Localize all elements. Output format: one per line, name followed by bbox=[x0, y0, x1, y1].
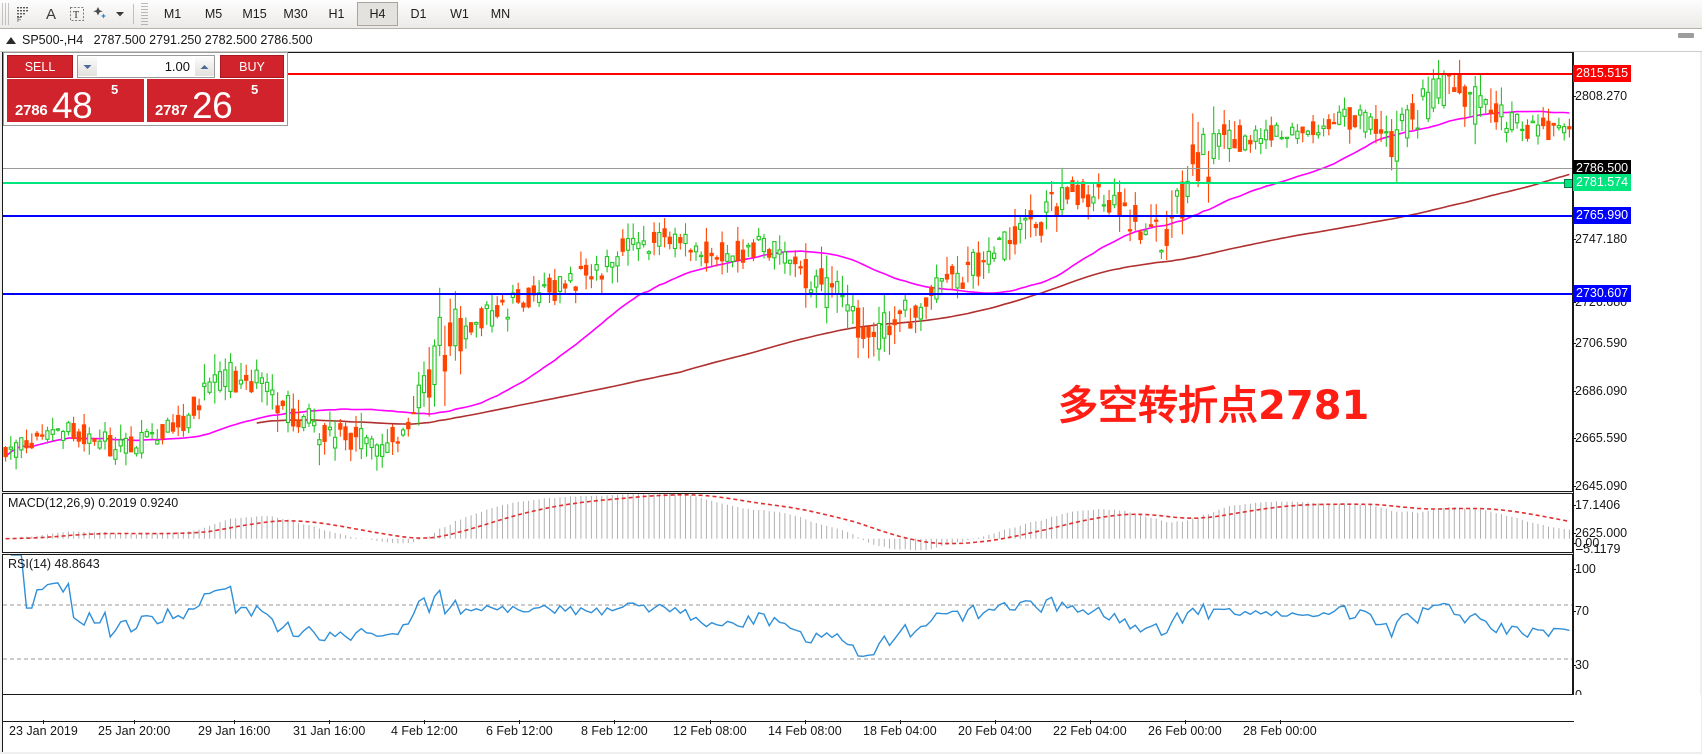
price-tick-7: 2625.000 bbox=[1571, 526, 1628, 540]
price-pane[interactable]: 多空转折点2781 bbox=[2, 52, 1573, 492]
time-label-2: 29 Jan 16:00 bbox=[198, 720, 271, 738]
timeframe-m1[interactable]: M1 bbox=[163, 7, 182, 21]
buy-button[interactable]: BUY bbox=[220, 55, 284, 78]
time-label-13: 28 Feb 00:00 bbox=[1243, 720, 1317, 738]
timeframe-h1[interactable]: H1 bbox=[328, 7, 345, 21]
volume-increase-icon[interactable] bbox=[195, 57, 214, 76]
rsi-tick-30: 30 bbox=[1572, 658, 1589, 672]
sell-price-integer: 2786 bbox=[15, 102, 48, 119]
chevron-down-icon[interactable] bbox=[112, 2, 128, 26]
text-label-icon[interactable]: T bbox=[64, 2, 90, 26]
trade-prices-row: 2786 48 5 2787 26 5 bbox=[7, 79, 284, 122]
time-label-10: 20 Feb 04:00 bbox=[958, 720, 1032, 738]
volume-input[interactable]: 1.00 bbox=[97, 57, 195, 76]
trade-panel-header: SELL 1.00 BUY bbox=[4, 53, 287, 78]
price-scale[interactable]: 2808.270 2747.180 2726.680 2706.590 2686… bbox=[1571, 52, 1700, 702]
sell-price-pips: 48 bbox=[52, 85, 93, 122]
time-label-1: 25 Jan 20:00 bbox=[98, 720, 171, 738]
level-tag-resistance-red: 2815.515 bbox=[1573, 65, 1632, 82]
timeframe-group-handle[interactable] bbox=[141, 3, 148, 25]
time-label-0: 23 Jan 2019 bbox=[9, 720, 78, 738]
level-line-current-price bbox=[3, 168, 1572, 169]
price-tick-3: 2706.590 bbox=[1571, 336, 1628, 350]
timeframe-m30[interactable]: M30 bbox=[283, 7, 308, 21]
level-line-resistance-red[interactable] bbox=[3, 73, 1572, 75]
sell-price-fraction: 5 bbox=[111, 82, 119, 97]
buy-price-integer: 2787 bbox=[155, 102, 188, 119]
symbol-info-bar: SP500-,H4 2787.500 2791.250 2782.500 278… bbox=[0, 29, 1702, 52]
timeframe-d1[interactable]: D1 bbox=[410, 7, 427, 21]
macd-label: MACD(12,26,9) 0.2019 0.9240 bbox=[8, 496, 179, 510]
collapse-triangle-icon[interactable] bbox=[6, 36, 16, 44]
level-line-support-blue-1[interactable] bbox=[3, 215, 1572, 217]
level-tag-pivot-green: 2781.574 bbox=[1573, 174, 1632, 191]
svg-text:F: F bbox=[17, 17, 21, 23]
time-label-3: 31 Jan 16:00 bbox=[293, 720, 366, 738]
volume-stepper[interactable]: 1.00 bbox=[77, 55, 215, 78]
macd-tick-bottom: -5.1179 bbox=[1575, 542, 1621, 556]
price-tick-5: 2665.590 bbox=[1571, 431, 1628, 445]
price-candles-svg bbox=[3, 59, 1572, 471]
rsi-svg bbox=[3, 555, 1572, 660]
price-tick-1: 2747.180 bbox=[1571, 232, 1628, 246]
macd-tick-zero: 0.00 bbox=[1571, 536, 1600, 550]
price-tick-0: 2808.270 bbox=[1571, 89, 1628, 103]
sell-price-box[interactable]: 2786 48 5 bbox=[7, 79, 144, 122]
volume-decrease-icon[interactable] bbox=[78, 57, 97, 76]
svg-text:T: T bbox=[73, 10, 79, 21]
rsi-tick-100: 100 bbox=[1572, 562, 1596, 576]
chart-area: 多空转折点2781 MACD(12,26,9) 0.2019 0.9240 RS… bbox=[2, 52, 1701, 752]
macd-pane[interactable]: MACD(12,26,9) 0.2019 0.9240 bbox=[2, 493, 1573, 553]
toolbar-drag-handle[interactable] bbox=[2, 3, 11, 25]
time-label-11: 22 Feb 04:00 bbox=[1053, 720, 1127, 738]
price-tick-4: 2686.090 bbox=[1571, 384, 1628, 398]
symbol-ohlc-text: SP500-,H4 2787.500 2791.250 2782.500 278… bbox=[22, 33, 313, 47]
time-axis-line bbox=[3, 721, 1574, 722]
one-click-trade-panel[interactable]: SELL 1.00 BUY 2786 48 5 2787 26 5 bbox=[3, 52, 288, 126]
buy-price-fraction: 5 bbox=[251, 82, 259, 97]
rsi-label: RSI(14) 48.8643 bbox=[8, 557, 100, 571]
time-label-7: 12 Feb 08:00 bbox=[673, 720, 747, 738]
timeframe-h4[interactable]: H4 bbox=[357, 2, 398, 26]
buy-price-box[interactable]: 2787 26 5 bbox=[147, 79, 284, 122]
timeframe-m5[interactable]: M5 bbox=[204, 7, 223, 21]
time-label-9: 18 Feb 04:00 bbox=[863, 720, 937, 738]
level-tag-support-blue-2: 2730.607 bbox=[1573, 285, 1632, 302]
toolbar-separator bbox=[133, 4, 134, 24]
rsi-pane-inner: RSI(14) 48.8643 bbox=[3, 555, 1572, 694]
rsi-pane[interactable]: RSI(14) 48.8643 bbox=[2, 554, 1573, 695]
chart-annotation-text: 多空转折点2781 bbox=[1058, 383, 1370, 429]
time-axis[interactable]: 23 Jan 2019 25 Jan 20:00 29 Jan 16:00 31… bbox=[2, 695, 1701, 752]
main-toolbar: F A T M1 M5 M15 M30 H1 H4 D1 bbox=[0, 0, 1702, 29]
level-anchor-handle[interactable] bbox=[1564, 179, 1572, 188]
timeframe-m15[interactable]: M15 bbox=[242, 7, 267, 21]
indicators-icon[interactable]: F bbox=[12, 2, 38, 26]
price-tick-6: 2645.090 bbox=[1571, 479, 1628, 493]
macd-pane-inner: MACD(12,26,9) 0.2019 0.9240 bbox=[3, 494, 1572, 552]
price-pane-inner: 多空转折点2781 bbox=[3, 53, 1572, 491]
objects-icon[interactable] bbox=[90, 2, 112, 26]
time-label-12: 26 Feb 00:00 bbox=[1148, 720, 1222, 738]
macd-svg bbox=[5, 494, 1570, 551]
level-tag-current-price: 2786.500 bbox=[1573, 160, 1632, 177]
timeframe-w1[interactable]: W1 bbox=[450, 7, 469, 21]
sell-button[interactable]: SELL bbox=[7, 55, 73, 78]
time-label-5: 6 Feb 12:00 bbox=[486, 720, 553, 738]
buy-price-pips: 26 bbox=[192, 85, 233, 122]
time-label-8: 14 Feb 08:00 bbox=[768, 720, 842, 738]
macd-tick-top: 17.1406 bbox=[1571, 498, 1621, 512]
price-scale-axis bbox=[1573, 52, 1574, 695]
rsi-tick-70: 70 bbox=[1572, 604, 1589, 618]
level-line-pivot-green[interactable] bbox=[3, 182, 1572, 184]
timeframe-mn[interactable]: MN bbox=[490, 7, 511, 21]
time-label-6: 8 Feb 12:00 bbox=[581, 720, 648, 738]
text-tool-icon[interactable]: A bbox=[45, 5, 56, 23]
chart-scroll-handle[interactable] bbox=[1678, 33, 1694, 38]
level-tag-support-blue-1: 2765.990 bbox=[1573, 207, 1632, 224]
time-label-4: 4 Feb 12:00 bbox=[391, 720, 458, 738]
level-line-support-blue-2[interactable] bbox=[3, 293, 1572, 295]
